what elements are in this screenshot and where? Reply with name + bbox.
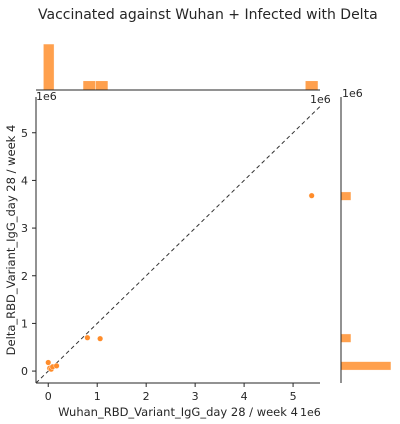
y-axis-label: Delta_RBD_Variant_IgG_day 28 / week 4 — [4, 125, 18, 356]
x-tick-label: 0 — [45, 390, 52, 403]
marginal-y-offset-label: 1e6 — [342, 87, 363, 100]
marginal-y-bar — [340, 361, 392, 371]
scatter-point — [45, 359, 52, 366]
marginal-x-bar — [95, 80, 109, 91]
x-axis-offset-label: 1e6 — [300, 406, 321, 419]
scatter-point — [84, 334, 91, 341]
marginal-y-histogram — [340, 191, 392, 371]
y-tick-label: 4 — [21, 174, 28, 187]
chart-title: Vaccinated against Wuhan + Infected with… — [38, 7, 378, 23]
marginal-y-bar — [340, 191, 352, 201]
x-tick-label: 1 — [94, 390, 101, 403]
x-tick-label: 2 — [143, 390, 150, 403]
x-tick-label: 3 — [192, 390, 199, 403]
marginal-x-bar — [305, 80, 319, 91]
identity-reference-line — [35, 106, 321, 384]
marginal-x-bar — [82, 80, 96, 91]
marginal-x-histogram — [43, 43, 319, 91]
y-tick-label: 2 — [21, 270, 28, 283]
marginal-x-bar — [43, 43, 55, 91]
x-tick-label: 5 — [290, 390, 297, 403]
scatter-plot-area: 0 1 2 3 4 5 0 1 2 3 4 5 — [21, 97, 321, 403]
y-tick-label: 3 — [21, 222, 28, 235]
y-axis-offset-label: 1e6 — [310, 93, 331, 106]
scatter-point — [97, 335, 104, 342]
y-tick-label: 0 — [21, 365, 28, 378]
scatter-point — [308, 192, 315, 199]
marginal-y-bar — [340, 333, 352, 343]
y-tick-label: 5 — [21, 127, 28, 140]
x-axis-label: Wuhan_RBD_Variant_IgG_day 28 / week 4 — [58, 405, 298, 419]
y-tick-label: 1 — [21, 317, 28, 330]
x-tick-label: 4 — [241, 390, 248, 403]
scatter-point — [53, 362, 60, 369]
marginal-x-offset-label: 1e6 — [36, 90, 57, 103]
